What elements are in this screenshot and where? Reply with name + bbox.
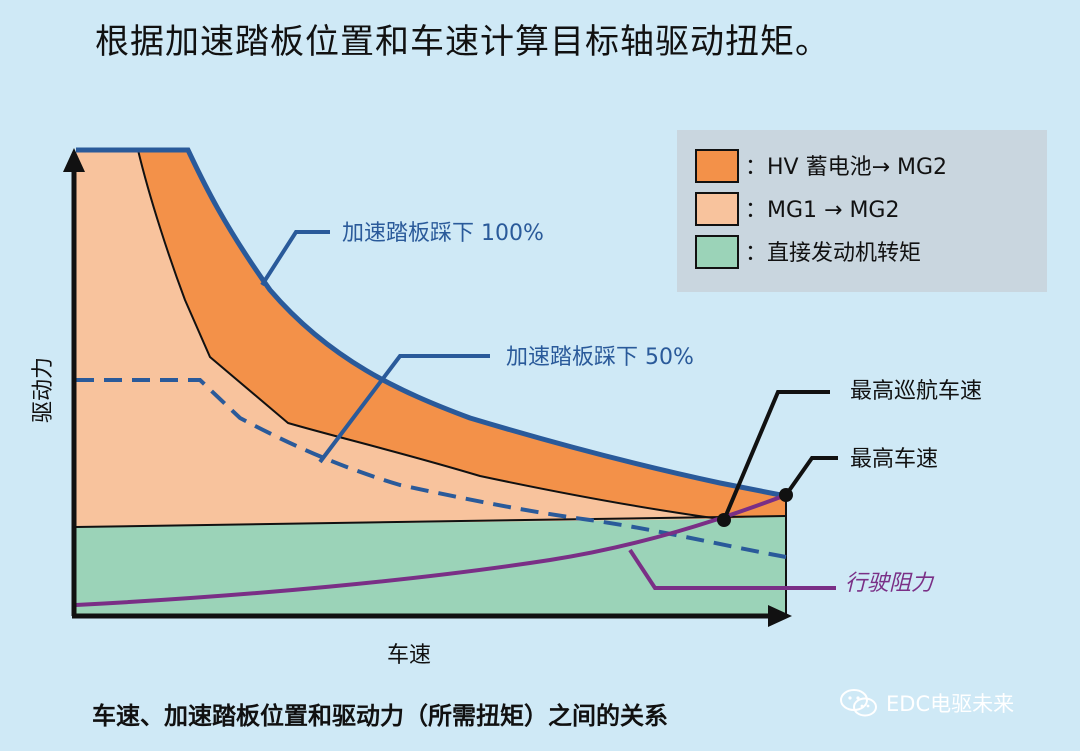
legend-label-engine: ：直接发动机转矩: [745, 241, 921, 266]
label-pedal-50: 加速踏板踩下 50%: [506, 345, 694, 370]
label-max-cruise-speed: 最高巡航车速: [850, 379, 982, 404]
legend-label-mg1-mg2: ：MG1 → MG2: [745, 198, 899, 223]
leader-max-speed: [784, 456, 838, 497]
leader-resistance: [628, 548, 836, 590]
legend-swatch-mg1-mg2: [695, 192, 739, 226]
pedal-100-curve: [76, 147, 787, 499]
legend-swatch-engine: [695, 235, 739, 269]
figure-caption: 车速、加速踏板位置和驱动力（所需扭矩）之间的关系: [92, 701, 668, 730]
area-mg1-mg2: [76, 150, 720, 527]
watermark-text: EDC电驱未来: [886, 692, 1015, 716]
max-cruise-point: [717, 513, 731, 527]
legend-label-hv-battery: ：HV 蓄电池→ MG2: [745, 155, 947, 180]
resistance-curve: [75, 493, 787, 607]
area-engine: [76, 516, 786, 614]
engine-boundary-line: [75, 515, 787, 528]
mg1-boundary-curve: [137, 149, 721, 520]
leader-pedal-100: [260, 230, 330, 287]
area-hv-battery: [138, 150, 786, 519]
leader-max-cruise: [722, 390, 830, 521]
label-pedal-100: 加速踏板踩下 100%: [342, 221, 544, 246]
watermark: EDC电驱未来: [840, 688, 1014, 718]
page-title: 根据加速踏板位置和车速计算目标轴驱动扭矩。: [95, 22, 830, 62]
legend-swatch-hv-battery: [695, 149, 739, 183]
y-axis-label: 驱动力: [31, 357, 56, 423]
pedal-50-curve: [76, 378, 787, 559]
x-axis-arrow: [768, 605, 792, 627]
max-speed-point: [779, 488, 793, 502]
y-axis-arrow: [63, 148, 85, 172]
label-driving-resistance: 行驶阻力: [845, 571, 935, 596]
legend: ：HV 蓄电池→ MG2 ：MG1 → MG2 ：直接发动机转矩: [677, 130, 1047, 292]
leader-pedal-50: [318, 354, 490, 464]
wechat-icon: [840, 688, 878, 718]
x-axis-label: 车速: [387, 643, 431, 668]
label-max-speed: 最高车速: [850, 447, 938, 472]
